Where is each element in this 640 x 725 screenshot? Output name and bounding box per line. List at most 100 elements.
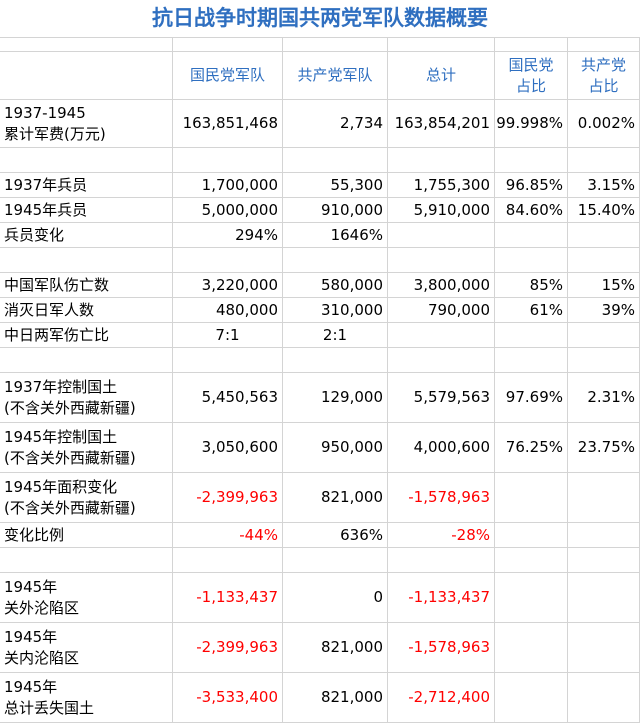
empty-cell bbox=[495, 223, 568, 248]
empty-cell bbox=[0, 148, 173, 173]
empty-cell bbox=[568, 548, 640, 573]
empty-cell bbox=[388, 323, 495, 348]
row-label: 1945年兵员 bbox=[0, 198, 173, 223]
column-header: 共产党军队 bbox=[283, 52, 388, 100]
empty-cell bbox=[495, 348, 568, 373]
data-cell: 55,300 bbox=[283, 173, 388, 198]
data-cell: -2,399,963 bbox=[173, 473, 283, 523]
data-cell: 310,000 bbox=[283, 298, 388, 323]
empty-cell bbox=[283, 148, 388, 173]
row-label: 变化比例 bbox=[0, 523, 173, 548]
empty-cell bbox=[495, 473, 568, 523]
empty-cell bbox=[388, 248, 495, 273]
empty-cell bbox=[568, 348, 640, 373]
data-cell: 821,000 bbox=[283, 673, 388, 723]
empty-cell bbox=[495, 248, 568, 273]
empty-cell bbox=[388, 148, 495, 173]
data-cell: -1,578,963 bbox=[388, 473, 495, 523]
empty-cell bbox=[568, 223, 640, 248]
data-cell: 580,000 bbox=[283, 273, 388, 298]
empty-cell bbox=[173, 348, 283, 373]
row-label: 1945年控制国土 (不含关外西藏新疆) bbox=[0, 423, 173, 473]
data-cell: -1,133,437 bbox=[388, 573, 495, 623]
data-cell: -2,712,400 bbox=[388, 673, 495, 723]
empty-cell bbox=[568, 148, 640, 173]
data-cell: 790,000 bbox=[388, 298, 495, 323]
empty-cell bbox=[0, 548, 173, 573]
data-cell: 950,000 bbox=[283, 423, 388, 473]
data-cell: 636% bbox=[283, 523, 388, 548]
empty-cell bbox=[495, 623, 568, 673]
data-cell: -44% bbox=[173, 523, 283, 548]
empty-cell bbox=[568, 38, 640, 52]
row-label: 中国军队伤亡数 bbox=[0, 273, 173, 298]
data-cell: 3.15% bbox=[568, 173, 640, 198]
data-cell: 1646% bbox=[283, 223, 388, 248]
column-header: 总计 bbox=[388, 52, 495, 100]
empty-cell bbox=[568, 473, 640, 523]
empty-cell bbox=[0, 52, 173, 100]
column-header: 共产党 占比 bbox=[568, 52, 640, 100]
data-cell: 99.998% bbox=[495, 100, 568, 148]
empty-cell bbox=[568, 523, 640, 548]
column-header: 国民党军队 bbox=[173, 52, 283, 100]
data-cell: 23.75% bbox=[568, 423, 640, 473]
row-label: 兵员变化 bbox=[0, 223, 173, 248]
empty-cell bbox=[495, 673, 568, 723]
data-cell: 3,800,000 bbox=[388, 273, 495, 298]
row-label: 1945年面积变化 (不含关外西藏新疆) bbox=[0, 473, 173, 523]
empty-cell bbox=[495, 573, 568, 623]
empty-cell bbox=[0, 38, 173, 52]
row-label: 中日两军伤亡比 bbox=[0, 323, 173, 348]
data-cell: 39% bbox=[568, 298, 640, 323]
data-cell: 61% bbox=[495, 298, 568, 323]
data-cell: 821,000 bbox=[283, 623, 388, 673]
data-cell: 821,000 bbox=[283, 473, 388, 523]
data-cell: 3,220,000 bbox=[173, 273, 283, 298]
data-cell: 2.31% bbox=[568, 373, 640, 423]
data-cell: 97.69% bbox=[495, 373, 568, 423]
empty-cell bbox=[495, 38, 568, 52]
data-cell: 7:1 bbox=[173, 323, 283, 348]
data-cell: -1,578,963 bbox=[388, 623, 495, 673]
data-cell: 5,910,000 bbox=[388, 198, 495, 223]
data-cell: 84.60% bbox=[495, 198, 568, 223]
empty-cell bbox=[495, 523, 568, 548]
empty-cell bbox=[283, 348, 388, 373]
data-cell: 910,000 bbox=[283, 198, 388, 223]
empty-cell bbox=[283, 248, 388, 273]
data-cell: 0.002% bbox=[568, 100, 640, 148]
empty-cell bbox=[568, 673, 640, 723]
data-cell: 96.85% bbox=[495, 173, 568, 198]
row-label: 1945年 关内沦陷区 bbox=[0, 623, 173, 673]
column-header: 国民党 占比 bbox=[495, 52, 568, 100]
data-cell: 129,000 bbox=[283, 373, 388, 423]
empty-cell bbox=[495, 548, 568, 573]
empty-cell bbox=[283, 38, 388, 52]
row-label: 1937年控制国土 (不含关外西藏新疆) bbox=[0, 373, 173, 423]
data-cell: 2,734 bbox=[283, 100, 388, 148]
empty-cell bbox=[283, 548, 388, 573]
data-cell: 3,050,600 bbox=[173, 423, 283, 473]
empty-cell bbox=[568, 623, 640, 673]
data-cell: 2:1 bbox=[283, 323, 388, 348]
data-cell: 294% bbox=[173, 223, 283, 248]
empty-cell bbox=[173, 148, 283, 173]
empty-cell bbox=[173, 38, 283, 52]
row-label: 消灭日军人数 bbox=[0, 298, 173, 323]
empty-cell bbox=[568, 248, 640, 273]
row-label: 1945年 总计丢失国土 bbox=[0, 673, 173, 723]
data-cell: 5,579,563 bbox=[388, 373, 495, 423]
data-cell: 5,000,000 bbox=[173, 198, 283, 223]
empty-cell bbox=[568, 323, 640, 348]
data-cell: 85% bbox=[495, 273, 568, 298]
empty-cell bbox=[0, 348, 173, 373]
empty-cell bbox=[495, 148, 568, 173]
empty-cell bbox=[173, 548, 283, 573]
empty-cell bbox=[388, 548, 495, 573]
row-label: 1945年 关外沦陷区 bbox=[0, 573, 173, 623]
data-cell: 76.25% bbox=[495, 423, 568, 473]
empty-cell bbox=[495, 323, 568, 348]
data-cell: 15% bbox=[568, 273, 640, 298]
